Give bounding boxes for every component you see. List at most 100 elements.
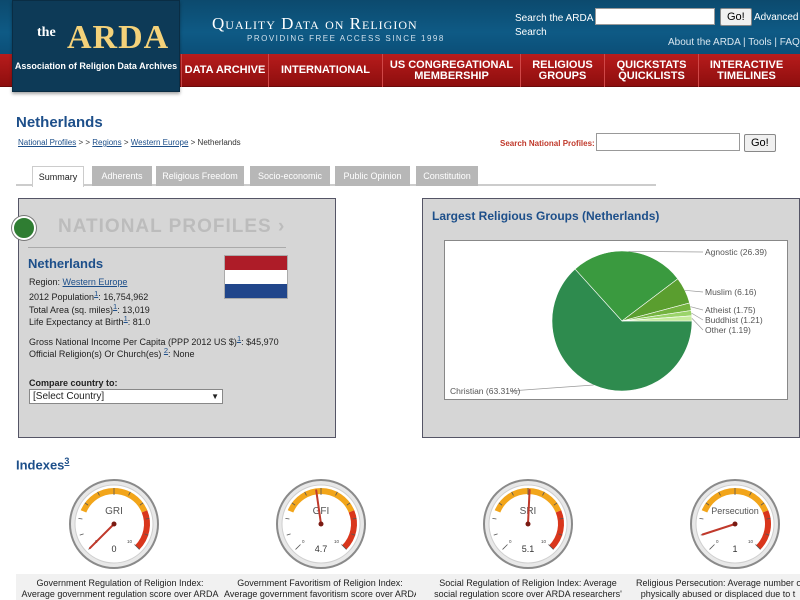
tab-summary[interactable]: Summary — [32, 166, 84, 187]
official-footnote-link[interactable]: 2 — [163, 346, 169, 355]
area-row: Total Area (sq. miles)1: 13,019 — [29, 302, 150, 315]
national-profiles-search-input[interactable] — [596, 133, 740, 151]
gauge-value: 0 — [111, 544, 116, 554]
gauge-scale-max: 10 — [334, 539, 340, 544]
indexes-footnote-link[interactable]: 3 — [64, 456, 70, 466]
breadcrumb: National Profiles > > Regions > Western … — [18, 138, 241, 147]
about-link[interactable]: About the ARDA — [668, 37, 741, 48]
gauge-scale-min: 0 — [302, 539, 305, 544]
nav-religious-groups[interactable]: RELIGIOUS GROUPS — [520, 54, 604, 87]
pie-slice[interactable] — [621, 315, 693, 322]
pie-slice[interactable] — [551, 268, 693, 392]
gfi-description: Government Favoritism of Religion Index:… — [224, 578, 416, 599]
pie-label: Muslim (6.16) — [705, 287, 757, 297]
sri-gauge: 010SRI5.1 — [483, 479, 573, 569]
gauge-scale-max: 10 — [127, 539, 133, 544]
sri-description: Social Regulation of Religion Index: Ave… — [434, 578, 622, 599]
gauge-name: GFI — [313, 506, 330, 517]
nav-data-archive[interactable]: DATA ARCHIVE — [181, 54, 268, 87]
logo-subtitle: Association of Religion Data Archives — [14, 61, 178, 71]
site-search-go-button[interactable]: Go! — [720, 8, 752, 26]
site-tagline-sub: PROVIDING FREE ACCESS SINCE 1998 — [247, 34, 445, 43]
flag-stripe-red — [225, 256, 287, 270]
national-profiles-go-button[interactable]: Go! — [744, 134, 776, 152]
pie-leader-line — [509, 384, 594, 392]
gauge-hub — [318, 521, 324, 527]
gauge-tick — [559, 517, 564, 520]
gauge-tick — [511, 491, 514, 496]
gauge-tick — [139, 502, 144, 506]
pie-slice[interactable] — [574, 250, 679, 322]
gauge-band — [549, 510, 564, 550]
gfi-gauge: 0 10 GFI 4.7 — [276, 479, 366, 569]
gauge-tick — [760, 502, 765, 506]
faqs-link[interactable]: FAQs — [779, 37, 800, 48]
compare-country-select[interactable]: [Select Country] ▼ — [29, 389, 223, 404]
tab-religious-freedom[interactable]: Religious Freedom — [156, 166, 244, 186]
life-footnote-link[interactable]: 1 — [123, 314, 128, 323]
region-link[interactable]: Western Europe — [62, 277, 128, 287]
chevron-down-icon: ▼ — [211, 392, 219, 401]
area-footnote-link[interactable]: 1 — [113, 302, 118, 311]
gauge-tick — [285, 517, 290, 520]
nav-us-congregational-membership[interactable]: US CONGREGATIONAL MEMBERSHIP — [382, 54, 520, 87]
gauge-tick — [718, 491, 721, 496]
compare-label: Compare country to: — [29, 378, 118, 388]
gauge-tick — [335, 491, 338, 496]
gauge-scale-max: 10 — [541, 539, 547, 544]
nav-international[interactable]: INTERNATIONAL — [268, 54, 382, 87]
gauge-tick — [128, 491, 131, 496]
gauge-tick — [78, 517, 83, 520]
nav-interactive-timelines[interactable]: INTERACTIVE TIMELINES — [698, 54, 794, 87]
site-search-input[interactable] — [595, 8, 715, 25]
tools-link[interactable]: Tools — [748, 37, 772, 48]
gni-footnote-link[interactable]: 1 — [236, 334, 242, 343]
pie-label: Buddhist (1.21) — [705, 315, 763, 325]
gauge-tick — [145, 517, 150, 520]
indexes-title: Indexes3 — [16, 456, 70, 473]
gauge-tick — [502, 544, 508, 550]
arda-logo[interactable]: the ARDA Association of Religion Data Ar… — [12, 0, 180, 92]
gauge-tick — [699, 517, 704, 520]
tab-constitution[interactable]: Constitution — [416, 166, 478, 186]
country-name: Netherlands — [28, 256, 104, 271]
breadcrumb-national-profiles[interactable]: National Profiles — [18, 138, 77, 147]
gauge-tick — [553, 502, 558, 506]
breadcrumb-western-europe[interactable]: Western Europe — [130, 138, 189, 147]
persecution-gauge: 0 10 Persecution 1 — [690, 479, 780, 569]
pie-label: Other (1.19) — [705, 325, 751, 335]
tab-public-opinion[interactable]: Public Opinion — [335, 166, 410, 186]
gauge-tick — [765, 533, 770, 536]
pie-label: Christian (63.31%) — [450, 386, 521, 396]
tab-socio-economic[interactable]: Socio-economic — [250, 166, 330, 186]
gri-description: Government Regulation of Religion Index:… — [21, 578, 219, 599]
gauge-needle — [88, 523, 115, 550]
gauge-band — [342, 510, 357, 550]
nav-quickstats-quicklists[interactable]: QUICKSTATS QUICKLISTS — [604, 54, 698, 87]
gauge-scale-max: 10 — [748, 539, 754, 544]
pie-chart-box: Christian (63.31%) Agnostic (26.39) Muslim… — [444, 240, 788, 400]
gauge-needle — [315, 489, 322, 525]
gauge-value: 5.1 — [522, 544, 535, 554]
gauge-hub — [732, 521, 738, 527]
gauge-value: 1 — [732, 544, 737, 554]
pie-leader-line — [691, 312, 704, 321]
chart-title: Largest Religious Groups (Netherlands) — [432, 209, 660, 223]
advanced-search-link[interactable]: Advanced — [754, 12, 799, 23]
gauge-tick — [134, 544, 140, 550]
gauge-tick — [498, 502, 503, 506]
gauge-scale-min: 0 — [509, 539, 512, 544]
gauge-tick — [351, 533, 356, 536]
gauge-tick — [709, 544, 715, 550]
site-search-label: Search the ARDA Search — [515, 13, 593, 38]
pie-leader-line — [684, 289, 704, 293]
region-row: Region: Western Europe — [29, 277, 128, 287]
gauge-tick — [346, 502, 351, 506]
gauge-tick — [705, 502, 710, 506]
breadcrumb-current: Netherlands — [197, 138, 241, 147]
tab-adherents[interactable]: Adherents — [92, 166, 152, 186]
population-footnote-link[interactable]: 1 — [94, 289, 99, 298]
flag-stripe-white — [225, 269, 287, 284]
breadcrumb-regions[interactable]: Regions — [92, 138, 122, 147]
gauge-tick — [749, 491, 752, 496]
